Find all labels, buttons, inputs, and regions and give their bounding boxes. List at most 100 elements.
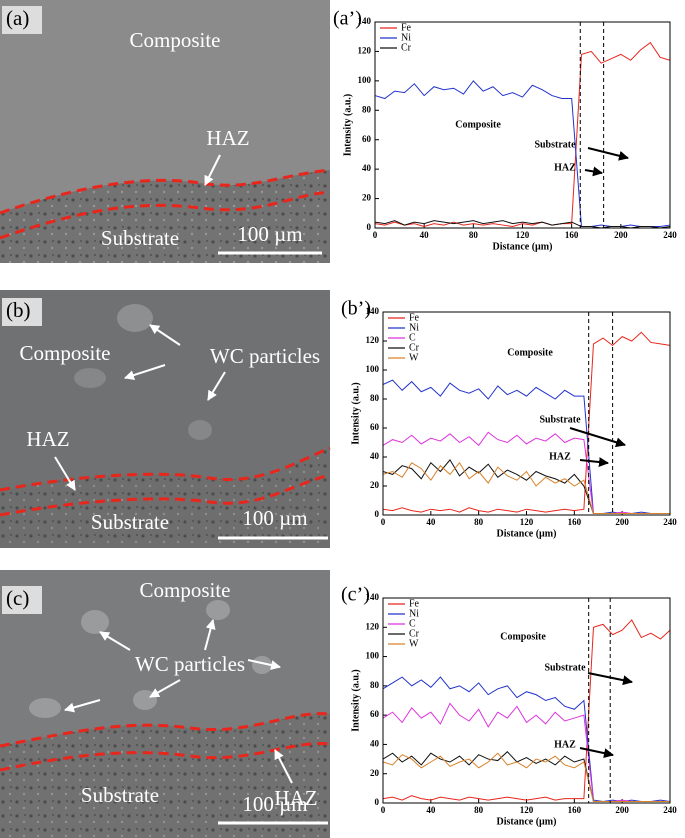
y-axis-label: Intensity (a.u.) xyxy=(350,382,361,445)
legend-label: Ni xyxy=(409,608,419,619)
micrograph-b: (b) Composite WC particles HAZ Substrate… xyxy=(0,290,331,548)
x-tick-label: 40 xyxy=(420,230,430,240)
y-tick-label: 140 xyxy=(366,306,380,316)
x-tick-label: 80 xyxy=(474,517,484,527)
series-line xyxy=(382,331,671,513)
x-tick-label: 200 xyxy=(615,517,629,527)
x-tick-label: 120 xyxy=(520,517,534,527)
x-tick-label: 0 xyxy=(381,517,386,527)
image-label: Substrate xyxy=(81,783,159,807)
plot-frame xyxy=(382,311,671,516)
y-tick-label: 40 xyxy=(370,451,380,461)
annotation: Substrate xyxy=(539,414,581,425)
x-tick-label: 200 xyxy=(615,805,629,815)
series-line xyxy=(382,676,671,803)
y-tick-label: 60 xyxy=(362,134,372,144)
series-line xyxy=(382,619,671,801)
annotation: Composite xyxy=(507,347,553,358)
annotation: HAZ xyxy=(554,739,576,750)
x-tick-label: 80 xyxy=(469,230,479,240)
annotation-arrow xyxy=(584,166,603,177)
annotation-arrow xyxy=(579,457,609,468)
legend-label: Cr xyxy=(401,42,412,53)
chart-title: (b’) xyxy=(341,298,371,320)
image-label: Composite xyxy=(129,28,220,52)
image-label: HAZ xyxy=(26,427,69,451)
x-axis-label: Distance (µm) xyxy=(497,528,557,539)
x-axis-label: Distance (µm) xyxy=(497,816,557,827)
y-tick-label: 100 xyxy=(366,651,380,661)
legend-label: Fe xyxy=(401,22,412,33)
y-tick-label: 20 xyxy=(362,193,372,203)
x-tick-label: 0 xyxy=(373,230,378,240)
y-tick-label: 40 xyxy=(370,738,380,748)
panel-label: (a) xyxy=(6,6,29,30)
scale-bar-label: 100 µm xyxy=(237,222,302,246)
image-label: Substrate xyxy=(101,226,179,250)
series-line xyxy=(374,41,671,228)
annotation: Composite xyxy=(500,631,546,642)
x-tick-label: 160 xyxy=(565,230,579,240)
plot-frame xyxy=(374,21,671,229)
legend-label: W xyxy=(409,638,419,649)
x-tick-label: 40 xyxy=(426,517,436,527)
legend-label: Fe xyxy=(409,598,420,609)
series-line xyxy=(374,220,671,229)
y-tick-label: 140 xyxy=(366,592,380,602)
x-tick-label: 160 xyxy=(568,805,582,815)
image-label: WC particles xyxy=(210,344,320,368)
legend-label: Fe xyxy=(409,312,420,323)
series-line xyxy=(382,752,670,803)
annotation: Composite xyxy=(455,119,501,130)
y-axis-label: Intensity (a.u.) xyxy=(342,94,353,157)
y-tick-label: 20 xyxy=(370,480,380,490)
x-tick-label: 120 xyxy=(516,230,530,240)
y-tick-label: 80 xyxy=(370,393,380,403)
y-tick-label: 0 xyxy=(375,509,380,519)
annotation: HAZ xyxy=(549,451,571,462)
annotation-arrow xyxy=(579,747,614,759)
plot-frame xyxy=(382,597,671,804)
y-tick-label: 80 xyxy=(362,104,372,114)
x-tick-label: 240 xyxy=(663,517,677,527)
image-label: HAZ xyxy=(206,126,249,150)
x-tick-label: 200 xyxy=(614,230,628,240)
legend-label: Cr xyxy=(409,342,420,353)
x-tick-label: 0 xyxy=(381,805,386,815)
x-tick-label: 160 xyxy=(568,517,582,527)
series-line xyxy=(382,379,670,515)
image-label: WC particles xyxy=(135,652,245,676)
annotation-arrow xyxy=(587,147,629,161)
legend-label: Ni xyxy=(401,32,411,43)
y-tick-label: 20 xyxy=(370,768,380,778)
annotation: HAZ xyxy=(554,162,576,173)
panel-label: (c) xyxy=(6,586,29,610)
micrograph-a: (a) Composite HAZ Substrate 100 µm xyxy=(0,0,331,263)
x-tick-label: 120 xyxy=(520,805,534,815)
annotation-arrow xyxy=(569,427,626,448)
y-axis-label: Intensity (a.u.) xyxy=(350,669,361,732)
micrograph-c: (c) Composite WC particles HAZ Substrate… xyxy=(0,570,331,838)
series-line xyxy=(382,702,670,803)
annotation-arrow xyxy=(587,672,633,686)
y-tick-label: 60 xyxy=(370,709,380,719)
series-line xyxy=(382,431,670,515)
chart-title: (a’) xyxy=(333,8,362,30)
y-tick-label: 40 xyxy=(362,163,372,173)
image-label: Composite xyxy=(139,578,230,602)
legend-label: C xyxy=(409,618,416,629)
series-line xyxy=(382,461,670,515)
y-tick-label: 60 xyxy=(370,422,380,432)
annotation: Substrate xyxy=(534,139,576,150)
series-line xyxy=(374,80,671,228)
x-tick-label: 40 xyxy=(426,805,436,815)
y-tick-label: 120 xyxy=(366,621,380,631)
legend-label: Cr xyxy=(409,628,420,639)
image-label: HAZ xyxy=(274,786,317,810)
y-tick-label: 120 xyxy=(358,45,372,55)
y-tick-label: 120 xyxy=(366,335,380,345)
legend-label: W xyxy=(409,352,419,363)
x-tick-label: 80 xyxy=(474,805,484,815)
y-tick-label: 100 xyxy=(366,364,380,374)
